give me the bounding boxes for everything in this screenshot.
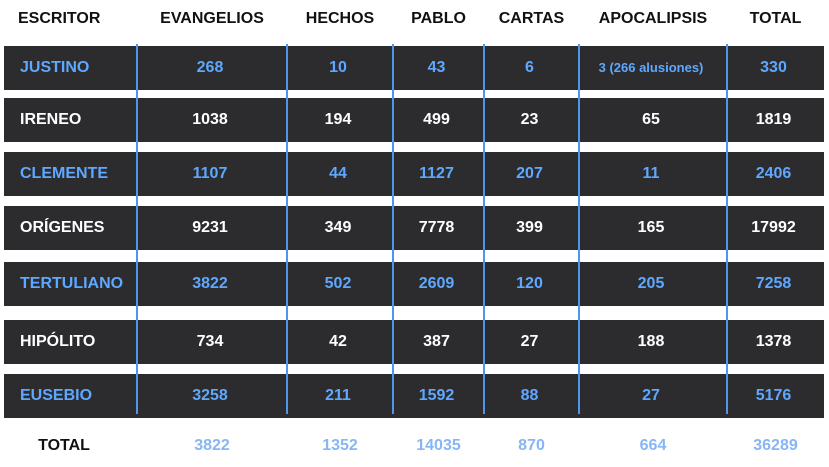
header-apocalipsis: APOCALIPSIS xyxy=(598,10,708,27)
totals-label: TOTAL xyxy=(38,437,90,454)
cell-apocalipsis: 205 xyxy=(637,275,665,292)
column-separator xyxy=(483,44,485,414)
total-total: 36289 xyxy=(753,437,798,454)
cell-pablo: 499 xyxy=(423,111,450,128)
total-evangelios: 3822 xyxy=(194,437,230,454)
cell-cartas: 88 xyxy=(520,387,539,404)
table-row: HIPÓLITO 734 42 387 27 188 1378 xyxy=(4,320,824,364)
cell-pablo: 7778 xyxy=(418,219,455,236)
cell-apocalipsis: 188 xyxy=(637,333,665,350)
cell-evangelios: 9231 xyxy=(192,219,228,236)
writer-name: ORÍGENES xyxy=(20,219,105,236)
total-cartas: 870 xyxy=(518,437,545,454)
cell-evangelios: 734 xyxy=(196,333,224,350)
cell-cartas: 27 xyxy=(520,333,539,350)
cell-evangelios: 268 xyxy=(196,59,224,76)
cell-cartas: 399 xyxy=(516,219,543,236)
header-hechos: HECHOS xyxy=(305,10,375,27)
header-evangelios: EVANGELIOS xyxy=(160,10,264,27)
cell-cartas: 207 xyxy=(516,165,543,182)
writer-name: JUSTINO xyxy=(20,59,90,76)
header-pablo: PABLO xyxy=(411,10,466,27)
column-separator xyxy=(392,44,394,414)
column-separator xyxy=(136,44,138,414)
cell-cartas: 6 xyxy=(525,59,534,76)
column-separator xyxy=(726,44,728,414)
cell-total: 5176 xyxy=(755,387,792,404)
cell-total: 1819 xyxy=(755,111,792,128)
cell-total: 7258 xyxy=(755,275,792,292)
writer-name: IRENEO xyxy=(20,111,82,128)
cell-evangelios: 3258 xyxy=(192,387,228,404)
cell-apocalipsis: 27 xyxy=(642,387,660,404)
cell-cartas: 23 xyxy=(520,111,539,128)
cell-total: 1378 xyxy=(755,333,792,350)
writer-name: HIPÓLITO xyxy=(20,333,96,350)
table-row: JUSTINO 268 10 43 6 3 (266 alusiones) 330 xyxy=(4,46,824,90)
cell-evangelios: 1038 xyxy=(192,111,228,128)
header-total: TOTAL xyxy=(749,10,802,27)
cell-hechos: 349 xyxy=(324,219,352,236)
cell-hechos: 10 xyxy=(329,59,347,76)
cell-hechos: 502 xyxy=(324,275,352,292)
cell-apocalipsis: 165 xyxy=(637,219,665,236)
column-separator xyxy=(578,44,580,414)
cell-cartas: 120 xyxy=(516,275,543,292)
cell-apocalipsis: 11 xyxy=(642,165,660,182)
cell-pablo: 1127 xyxy=(419,165,454,182)
table-row: ORÍGENES 9231 349 7778 399 165 17992 xyxy=(4,206,824,250)
cell-evangelios: 3822 xyxy=(192,275,228,292)
column-separator xyxy=(286,44,288,414)
table-row: TERTULIANO 3822 502 2609 120 205 7258 xyxy=(4,262,824,306)
table-row: CLEMENTE 1107 44 1127 207 11 2406 xyxy=(4,152,824,196)
total-hechos: 1352 xyxy=(322,437,358,454)
header-escritor: ESCRITOR xyxy=(18,10,101,27)
writer-name: TERTULIANO xyxy=(20,275,124,292)
cell-pablo: 1592 xyxy=(418,387,455,404)
header-cartas: CARTAS xyxy=(498,10,565,27)
cell-total: 330 xyxy=(760,59,787,76)
writer-name: CLEMENTE xyxy=(20,165,108,182)
table-row: EUSEBIO 3258 211 1592 88 27 5176 xyxy=(4,374,824,418)
cell-hechos: 211 xyxy=(325,387,351,404)
cell-total: 2406 xyxy=(755,165,792,182)
cell-hechos: 42 xyxy=(329,333,347,350)
cell-total: 17992 xyxy=(751,219,796,236)
cell-pablo: 387 xyxy=(423,333,450,350)
cell-apocalipsis: 65 xyxy=(642,111,660,128)
total-pablo: 14035 xyxy=(416,437,461,454)
writer-name: EUSEBIO xyxy=(20,387,93,404)
cell-apocalipsis: 3 (266 alusiones) xyxy=(598,60,704,75)
table-row: IRENEO 1038 194 499 23 65 1819 xyxy=(4,98,824,142)
cell-hechos: 44 xyxy=(329,165,347,182)
cell-evangelios: 1107 xyxy=(192,165,228,182)
total-apocalipsis: 664 xyxy=(639,437,667,454)
cell-hechos: 194 xyxy=(324,111,352,128)
cell-pablo: 43 xyxy=(427,59,446,76)
cell-pablo: 2609 xyxy=(418,275,455,292)
